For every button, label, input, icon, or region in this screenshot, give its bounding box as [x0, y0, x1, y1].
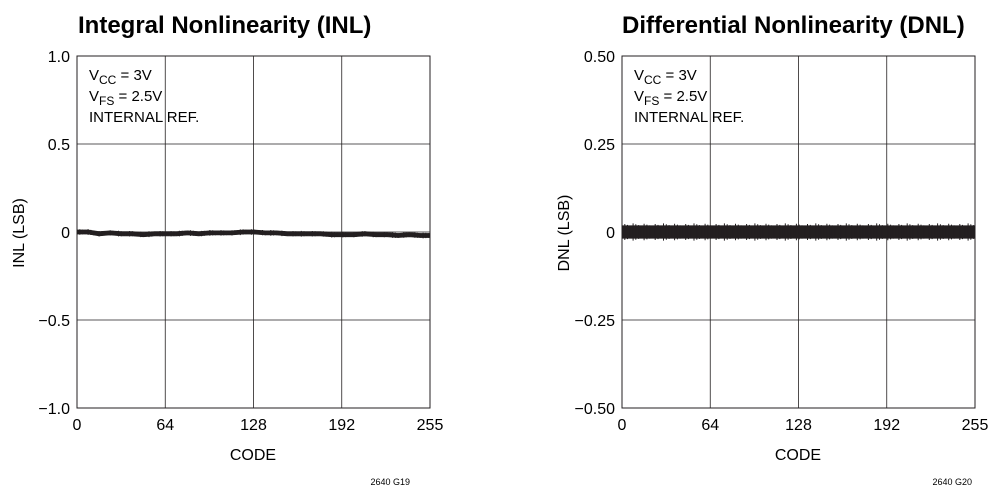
annotation-vfs: VFS = 2.5V: [89, 88, 162, 108]
annotation-ref: INTERNAL REF.: [634, 109, 744, 126]
y-axis-label: INL (LSB): [11, 198, 28, 268]
conditions-annotation: VCC = 3V VFS = 2.5V INTERNAL REF.: [89, 67, 199, 126]
x-axis-label: CODE: [230, 447, 276, 464]
x-tick-label: 0: [73, 417, 82, 434]
y-tick-label: 0: [61, 225, 70, 242]
x-tick-label: 64: [156, 417, 174, 434]
annotation-vfs: VFS = 2.5V: [634, 88, 707, 108]
figure-id: 2640 G20: [932, 477, 972, 487]
y-tick-label: 0: [606, 225, 615, 242]
y-tick-label: −0.5: [38, 313, 70, 330]
x-tick-label: 255: [417, 417, 444, 434]
y-tick-label: 0.50: [584, 49, 615, 66]
annotation-vcc: VCC = 3V: [89, 67, 152, 87]
x-tick-label: 255: [962, 417, 989, 434]
y-tick-label: −1.0: [38, 401, 70, 418]
x-tick-label: 192: [328, 417, 355, 434]
y-tick-label: −0.25: [575, 313, 616, 330]
x-tick-label: 128: [785, 417, 812, 434]
annotation-vcc: VCC = 3V: [634, 67, 697, 87]
y-tick-label: −0.50: [575, 401, 616, 418]
x-tick-label: 192: [873, 417, 900, 434]
y-tick-label: 1.0: [48, 49, 70, 66]
y-axis-label: DNL (LSB): [556, 195, 573, 272]
x-tick-label: 0: [618, 417, 627, 434]
conditions-annotation: VCC = 3V VFS = 2.5V INTERNAL REF.: [634, 67, 744, 126]
chart-title: Differential Nonlinearity (DNL): [622, 12, 965, 39]
y-tick-label: 0.5: [48, 137, 70, 154]
figure-id: 2640 G19: [370, 477, 410, 487]
data-series-noise: [76, 229, 430, 239]
chart-title: Integral Nonlinearity (INL): [78, 12, 371, 39]
y-tick-label: 0.25: [584, 137, 615, 154]
x-tick-label: 64: [701, 417, 719, 434]
x-axis-label: CODE: [775, 447, 821, 464]
dnl-chart: Differential Nonlinearity (DNL) DNL (LSB…: [556, 12, 988, 487]
annotation-ref: INTERNAL REF.: [89, 109, 199, 126]
x-tick-label: 128: [240, 417, 267, 434]
inl-chart: Integral Nonlinearity (INL) INL (LSB) CO…: [11, 12, 443, 487]
data-series-noise: [621, 223, 975, 241]
